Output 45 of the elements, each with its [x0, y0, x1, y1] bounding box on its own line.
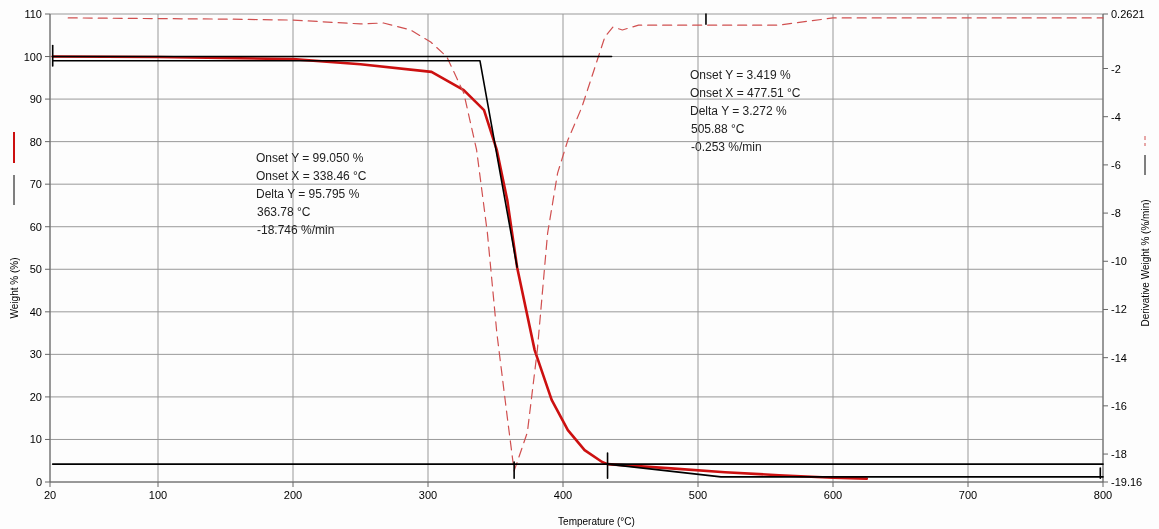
y-tick-label: 110 [24, 8, 42, 20]
x-tick-label: 300 [418, 489, 438, 501]
y-tick-label: 90 [29, 93, 42, 106]
y-tick-label: 60 [29, 220, 42, 233]
y2-tick-label: -18 [1111, 448, 1127, 461]
y-axis-title: Weight % (%) [9, 257, 20, 319]
annotation: Delta Y = 3.272 % [690, 104, 787, 118]
y2-tick-label: -12 [1111, 303, 1127, 316]
annotation: -18.746 %/min [257, 223, 335, 237]
x-tick-label: 200 [283, 489, 303, 501]
y-tick-label: 40 [29, 305, 42, 318]
y2-tick-label: -8 [1111, 207, 1121, 220]
x-tick-label: 800 [1093, 489, 1113, 501]
y2-tick-label: -10 [1111, 255, 1127, 268]
y2-axis-title: Derivative Weight % (%/min) [1140, 199, 1151, 327]
y2-tick-label: -6 [1111, 158, 1121, 171]
y-tick-label: 10 [29, 433, 42, 446]
y2-tick-label: -2 [1111, 62, 1121, 75]
y-tick-label: 50 [29, 263, 42, 276]
y2-tick-label: -14 [1111, 351, 1127, 364]
annotation: Onset Y = 99.050 % [256, 151, 364, 165]
x-tick-label: 500 [688, 489, 708, 501]
y-tick-label: 30 [29, 348, 42, 361]
x-axis-title: Temperature (°C) [558, 516, 635, 527]
annotation: Onset X = 477.51 °C [690, 86, 801, 100]
x-tick-label: 100 [148, 489, 168, 501]
y-tick-label: 80 [29, 135, 42, 148]
y-tick-label: 70 [29, 178, 42, 191]
annotation: Delta Y = 95.795 % [256, 187, 360, 201]
annotation: Onset Y = 3.419 % [690, 68, 791, 82]
x-tick-label: 600 [823, 489, 843, 501]
annotation: -0.253 %/min [691, 140, 762, 154]
y-tick-label: 100 [23, 50, 42, 63]
y-tick-label: 0 [35, 476, 42, 488]
y2-tick-label: 0.2621 [1111, 8, 1145, 20]
x-tick-label: 400 [553, 489, 573, 501]
y2-tick-label: -19.16 [1111, 476, 1143, 488]
x-tick-label: 700 [958, 489, 978, 501]
x-tick-label: 20 [43, 489, 57, 501]
annotation: 505.88 °C [691, 122, 745, 136]
y2-tick-label: -16 [1111, 399, 1127, 412]
annotation: 363.78 °C [257, 205, 311, 219]
y2-tick-label: -4 [1111, 110, 1121, 123]
y-tick-label: 20 [29, 390, 42, 403]
annotation: Onset X = 338.46 °C [256, 169, 367, 183]
